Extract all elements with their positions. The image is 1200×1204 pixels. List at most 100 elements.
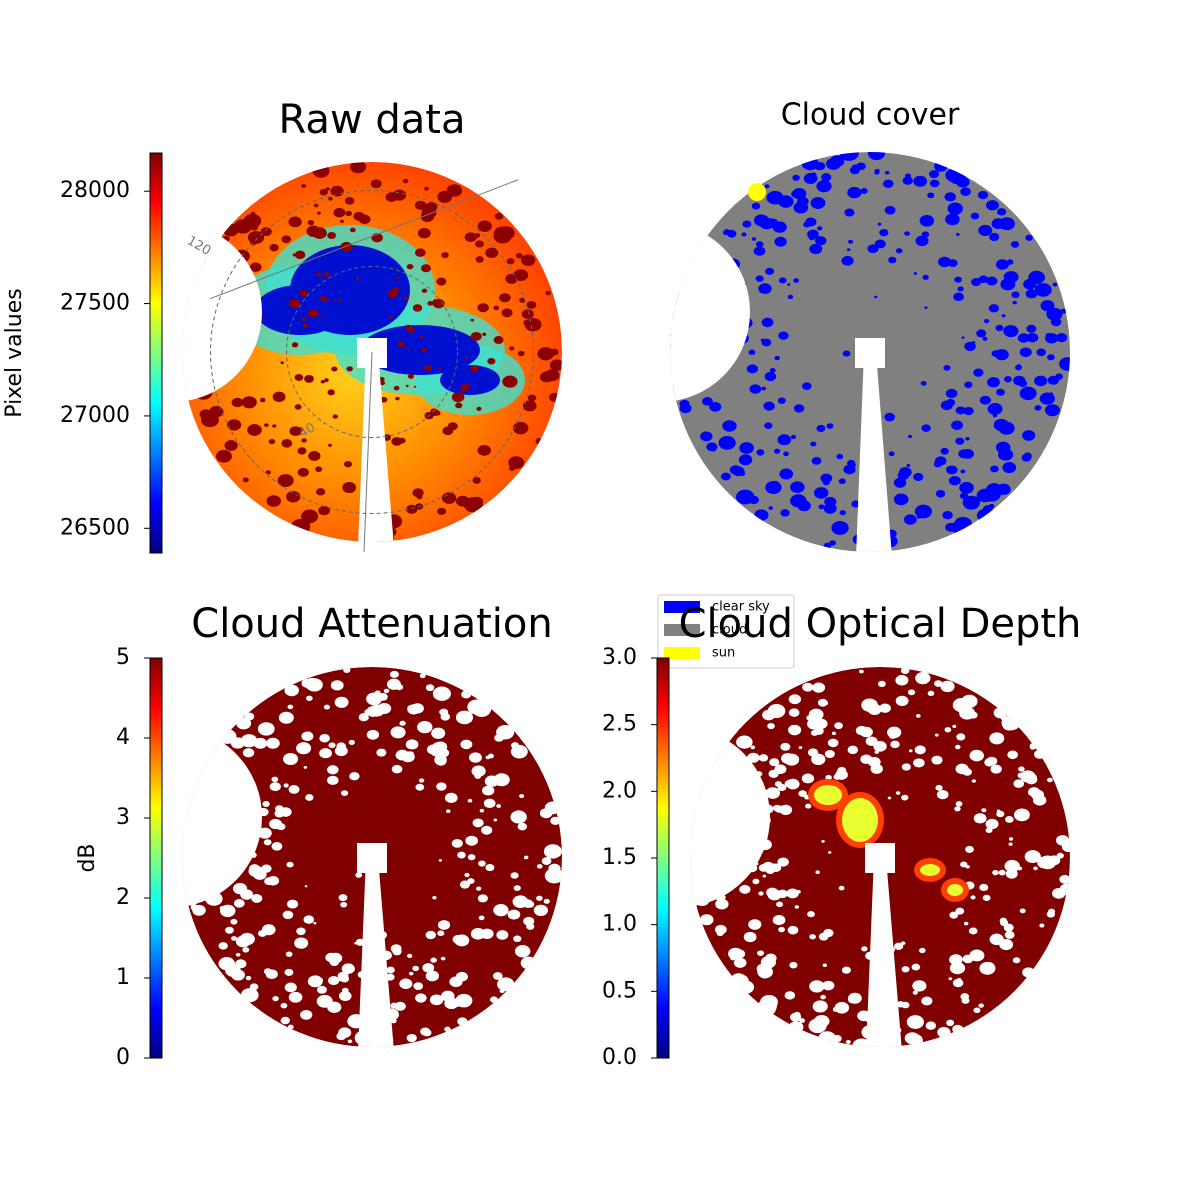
texture-spot <box>350 162 367 174</box>
texture-spot <box>955 406 966 415</box>
texture-spot <box>847 186 862 199</box>
texture-spot <box>480 928 494 940</box>
texture-spot <box>425 930 437 940</box>
texture-spot <box>764 184 770 189</box>
texture-spot <box>929 170 940 179</box>
mask-block <box>855 338 885 368</box>
texture-spot <box>969 749 984 762</box>
texture-spot <box>444 792 458 803</box>
cloud-region <box>814 785 842 805</box>
texture-spot <box>751 237 757 241</box>
texture-spot <box>777 434 792 446</box>
texture-spot <box>998 421 1015 435</box>
texture-spot <box>901 794 909 801</box>
texture-spot <box>992 869 999 876</box>
texture-spot <box>785 779 796 788</box>
texture-spot <box>777 397 786 404</box>
texture-spot <box>264 877 275 886</box>
texture-spot <box>1003 923 1014 932</box>
texture-spot <box>316 211 321 215</box>
texture-spot <box>977 190 989 200</box>
texture-spot <box>406 504 418 514</box>
texture-spot <box>1001 314 1006 318</box>
texture-spot <box>874 239 886 249</box>
texture-spot <box>913 175 928 187</box>
texture-spot <box>777 889 788 899</box>
texture-spot <box>345 210 352 217</box>
texture-spot <box>718 435 736 450</box>
texture-spot <box>938 256 952 268</box>
texture-spot <box>263 839 272 846</box>
texture-spot <box>477 894 488 903</box>
mask-block <box>357 843 387 873</box>
texture-spot <box>407 349 411 352</box>
texture-spot <box>986 276 998 286</box>
texture-spot <box>788 724 802 736</box>
texture-spot <box>907 689 916 696</box>
texture-spot <box>815 870 820 874</box>
texture-spot <box>406 1033 417 1043</box>
texture-spot <box>1019 347 1032 358</box>
texture-spot <box>945 213 960 226</box>
texture-spot <box>265 470 271 475</box>
texture-spot <box>315 488 326 496</box>
texture-spot <box>247 424 262 436</box>
texture-spot <box>860 188 868 194</box>
texture-spot <box>1000 715 1007 721</box>
texture-spot <box>832 1007 839 1012</box>
texture-spot <box>308 451 321 461</box>
texture-spot <box>1013 779 1025 788</box>
texture-spot <box>810 729 819 736</box>
texture-spot <box>748 919 762 930</box>
texture-spot <box>439 708 449 716</box>
texture-spot <box>471 765 486 777</box>
texture-spot <box>1010 241 1020 248</box>
texture-spot <box>963 406 974 416</box>
texture-spot <box>774 236 787 247</box>
texture-spot <box>249 983 259 991</box>
texture-spot <box>475 256 484 263</box>
texture-spot <box>798 790 807 798</box>
colorbar-frame <box>149 152 163 554</box>
texture-spot <box>424 365 432 371</box>
texture-spot <box>257 827 272 839</box>
cloud-region <box>360 325 480 375</box>
texture-spot <box>415 248 426 257</box>
texture-spot <box>722 420 737 432</box>
texture-spot <box>535 438 544 445</box>
texture-spot <box>766 863 778 872</box>
texture-spot <box>497 977 515 992</box>
texture-spot <box>304 375 314 383</box>
texture-spot <box>960 187 971 196</box>
texture-spot <box>955 744 961 750</box>
texture-spot <box>908 749 913 753</box>
texture-spot <box>259 397 266 403</box>
texture-spot <box>461 690 472 699</box>
texture-spot <box>510 810 527 824</box>
texture-spot <box>284 968 294 976</box>
texture-spot <box>286 861 294 868</box>
texture-spot <box>786 888 799 899</box>
texture-spot <box>328 443 332 447</box>
texture-spot <box>929 179 940 188</box>
texture-spot <box>970 895 976 900</box>
colorbar-tick-label: 4 <box>116 725 130 750</box>
texture-spot <box>441 252 449 259</box>
texture-spot <box>769 758 780 767</box>
texture-spot <box>1027 787 1041 797</box>
texture-spot <box>472 818 484 828</box>
texture-spot <box>231 969 245 981</box>
legend: clear sky cloud sun <box>657 594 795 669</box>
texture-spot <box>421 347 427 353</box>
texture-spot <box>934 160 948 172</box>
texture-spot <box>1052 282 1058 287</box>
texture-spot <box>470 318 475 322</box>
texture-spot <box>429 994 444 1006</box>
texture-spot <box>883 179 894 188</box>
texture-spot <box>827 738 839 748</box>
texture-spot <box>327 389 335 396</box>
texture-spot <box>280 1002 288 1009</box>
texture-spot <box>419 335 423 339</box>
texture-spot <box>867 703 882 716</box>
texture-spot <box>388 316 393 320</box>
